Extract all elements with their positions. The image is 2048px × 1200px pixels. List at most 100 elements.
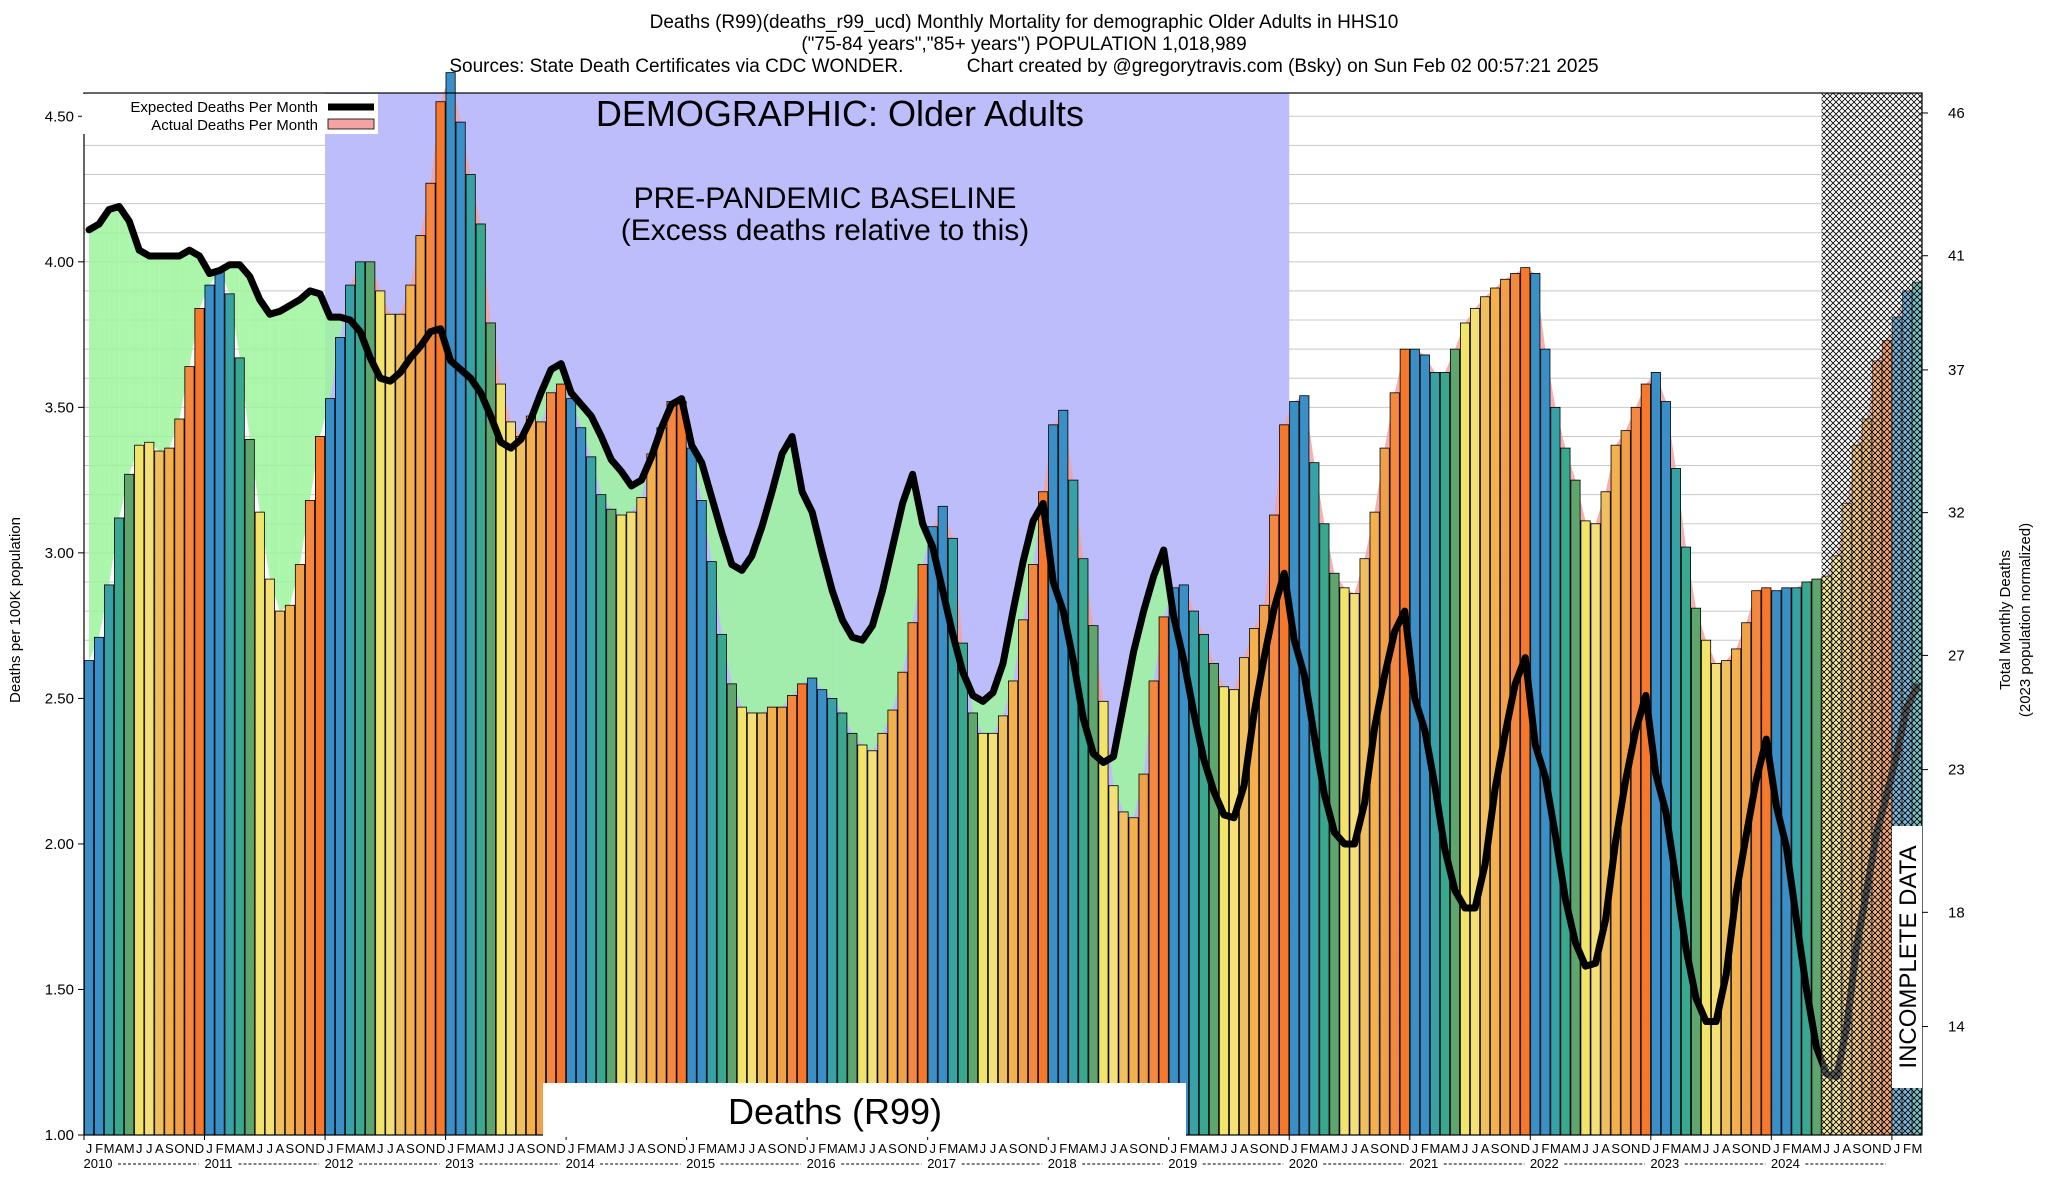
bar-actual [1088,625,1099,1136]
bar-actual [907,622,918,1136]
bar-actual [1640,383,1651,1136]
bar-actual [706,561,717,1136]
month-letter: S [406,1141,415,1156]
difference-area [159,255,170,452]
month-letter: D [1159,1141,1168,1156]
y-axis-label: Deaths per 100K population [7,517,24,703]
month-letter: N [1028,1141,1037,1156]
month-letter: J [257,1141,264,1156]
bar-actual [586,456,597,1136]
bar-actual [375,290,386,1136]
month-letter: F [95,1141,103,1156]
bar-actual [1359,558,1370,1136]
month-letter: M [365,1141,376,1156]
month-letter: A [1360,1141,1369,1156]
month-letter: F [698,1141,706,1156]
difference-area [792,436,803,696]
month-letter: S [1852,1141,1861,1156]
month-letter: O [1862,1141,1872,1156]
month-letter: J [1100,1141,1107,1156]
bar-actual [234,357,245,1136]
month-letter: S [1491,1141,1500,1156]
month-letter: M [1429,1141,1440,1156]
bar-actual [1560,447,1571,1136]
bar-actual [1198,633,1209,1136]
difference-area [862,625,873,751]
month-letter: J [1412,1141,1419,1156]
bar-actual [626,511,637,1136]
month-letter: A [717,1141,726,1156]
bar-actual [556,383,567,1136]
bar-actual [204,284,215,1136]
bar-actual [797,683,808,1136]
difference-area [741,555,752,713]
bar-actual [1228,689,1240,1136]
bar-actual [756,712,767,1136]
bar-actual [254,511,265,1136]
year-label: 2020 [1289,1156,1318,1171]
bar-actual [495,383,506,1136]
bar-actual [174,418,185,1136]
difference-area [129,221,140,475]
month-letter: O [656,1141,666,1156]
month-letter: O [174,1141,184,1156]
month-letter: J [1351,1141,1358,1156]
month-letter: S [1370,1141,1379,1156]
chart-title: Deaths (R99)(deaths_r99_ucd) Monthly Mor… [649,12,1399,33]
month-letter: D [918,1141,927,1156]
y-tick-label: 1.00 [45,1127,74,1144]
bar-actual [224,293,235,1136]
month-letter: D [677,1141,686,1156]
difference-area [279,305,290,612]
bar-actual [164,447,175,1136]
year-label: 2015 [686,1156,715,1171]
month-letter: N [1752,1141,1761,1156]
month-letter: M [847,1141,858,1156]
month-letter: D [195,1141,204,1156]
cause-label-box [543,1083,1186,1137]
bar-actual [1239,657,1250,1136]
difference-area [761,491,772,713]
month-letter: S [647,1141,656,1156]
bar-actual [1550,406,1561,1136]
bar-actual [1299,395,1310,1136]
month-letter: J [618,1141,625,1156]
month-letter: M [1088,1141,1099,1156]
month-letter: D [1641,1141,1650,1156]
month-letter: J [1833,1141,1840,1156]
year-label: 2022 [1530,1156,1559,1171]
bar-actual [716,633,727,1136]
month-letter: J [1221,1141,1228,1156]
y2-tick-label: 27 [1948,647,1965,664]
demographic-label: DEMOGRAPHIC: Older Adults [596,93,1084,134]
month-letter: F [818,1141,826,1156]
bar-actual [425,182,436,1136]
bar-actual [676,401,687,1136]
month-letter: J [146,1141,153,1156]
month-letter: J [980,1141,987,1156]
bar-actual [355,261,366,1136]
bar-actual [877,732,888,1136]
bar-actual [124,473,135,1136]
year-label: 2021 [1409,1156,1438,1171]
month-letter: J [1653,1141,1660,1156]
bar-actual [94,636,105,1136]
bar-actual [144,441,155,1136]
bar-actual [566,398,577,1136]
chart-header: Deaths (R99)(deaths_r99_ucd) Monthly Mor… [0,12,2048,78]
bar-actual [1580,520,1591,1136]
baseline-title: PRE-PANDEMIC BASELINE [634,182,1017,215]
difference-area [751,526,762,713]
month-letter: A [1119,1141,1128,1156]
month-letter: N [1149,1141,1158,1156]
month-letter: F [336,1141,344,1156]
month-letter: F [1421,1141,1429,1156]
chart-credit: Chart created by @gregorytravis.com (Bsk… [966,56,1599,77]
month-letter: M [104,1141,115,1156]
month-letter: J [136,1141,143,1156]
month-letter: D [1521,1141,1530,1156]
bar-actual [1379,447,1390,1136]
bar-actual [435,101,446,1136]
month-letter: A [1682,1141,1691,1156]
bar-actual [867,750,878,1136]
